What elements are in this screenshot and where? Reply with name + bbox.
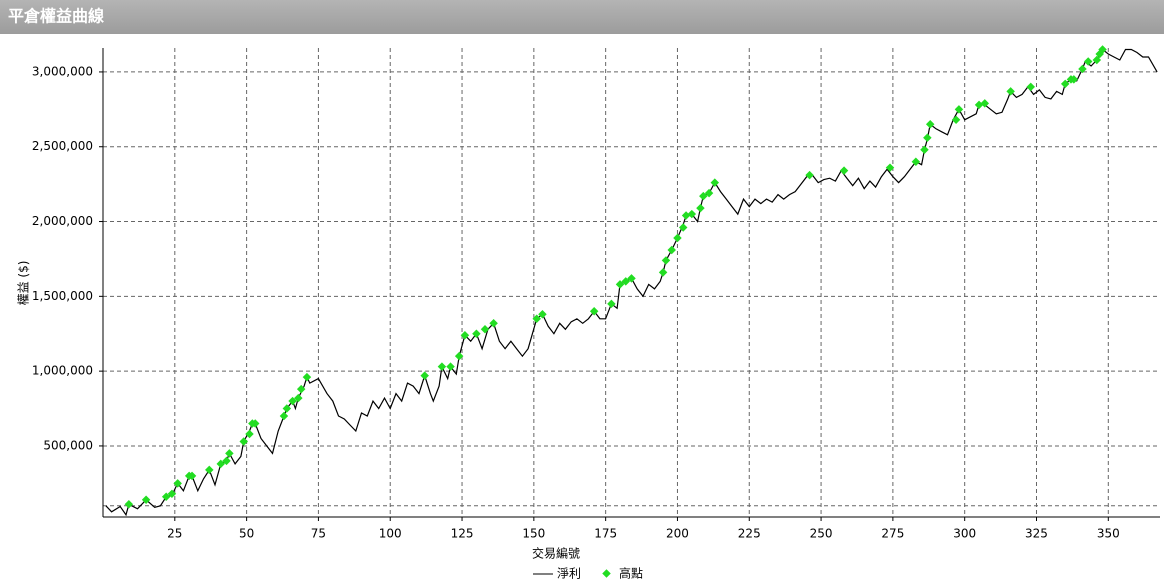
high-marker [437,362,447,371]
high-marker [225,449,234,458]
high-marker [839,166,849,175]
header-bar [0,0,1164,34]
high-marker [454,351,464,361]
high-marker [187,471,197,481]
x-tick-label: 325 [1025,527,1048,541]
high-marker [489,319,498,328]
high-marker [294,393,303,403]
y-tick-label: 1,000,000 [32,364,93,378]
high-marker [974,100,984,110]
legend-marker-swatch [602,569,611,578]
y-tick-label: 2,000,000 [32,214,93,228]
x-tick-label: 50 [239,527,254,541]
high-marker [615,280,625,289]
high-marker [161,492,171,502]
y-tick-label: 500,000 [43,438,93,452]
x-tick-label: 275 [881,527,904,541]
high-marker [1026,82,1035,92]
x-tick-label: 75 [311,527,326,541]
high-marker [460,330,470,340]
high-marker [296,384,306,394]
x-tick-label: 250 [810,527,833,541]
high-marker [667,245,676,255]
high-marker [661,256,671,265]
high-marker [239,437,248,446]
chart-title: 平倉權益曲線 [8,7,104,26]
high-marker [282,404,292,413]
x-tick-label: 200 [666,527,689,541]
high-marker [420,371,429,380]
legend-label: 高點 [619,566,643,581]
x-tick-label: 25 [167,527,182,541]
high-marker [245,429,254,439]
x-axis-label: 交易編號 [532,546,580,561]
high-marker [980,99,990,108]
high-marker [167,489,177,499]
high-marker [532,314,541,324]
high-marker [216,459,226,469]
high-marker [621,277,630,286]
high-marker [923,133,932,143]
y-tick-label: 1,500,000 [32,289,93,303]
y-tick-label: 2,500,000 [32,139,93,153]
high-marker [954,105,964,114]
y-tick-label: 3,000,000 [32,64,93,78]
high-marker [696,203,705,213]
high-marker [288,396,297,406]
high-marker [472,329,481,338]
high-marker [607,299,616,309]
x-tick-label: 350 [1097,527,1120,541]
high-marker [920,145,929,154]
x-tick-label: 125 [451,527,474,541]
high-marker [279,411,289,421]
high-marker [710,178,720,187]
high-marker [658,268,668,277]
high-marker [538,310,547,319]
high-marker [222,456,231,466]
high-marker [951,115,961,125]
high-marker [805,170,814,180]
high-marker [589,307,599,316]
high-marker [1083,57,1093,66]
x-tick-label: 100 [379,527,402,541]
y-axis-label: 權益 ($) [17,261,31,306]
x-tick-label: 175 [594,527,617,541]
high-marker [480,325,490,334]
high-marker [302,372,312,382]
x-tick-label: 225 [738,527,761,541]
high-marker [673,233,682,243]
high-marker [141,495,151,505]
high-marker [173,479,182,488]
x-tick-label: 300 [953,527,976,541]
high-marker [627,274,636,283]
high-marker [681,211,691,220]
high-marker [124,500,134,509]
legend-label: 淨利 [557,567,581,581]
high-marker [446,362,455,371]
high-marker [250,419,260,428]
high-marker [205,465,214,475]
x-tick-label: 150 [522,527,545,541]
